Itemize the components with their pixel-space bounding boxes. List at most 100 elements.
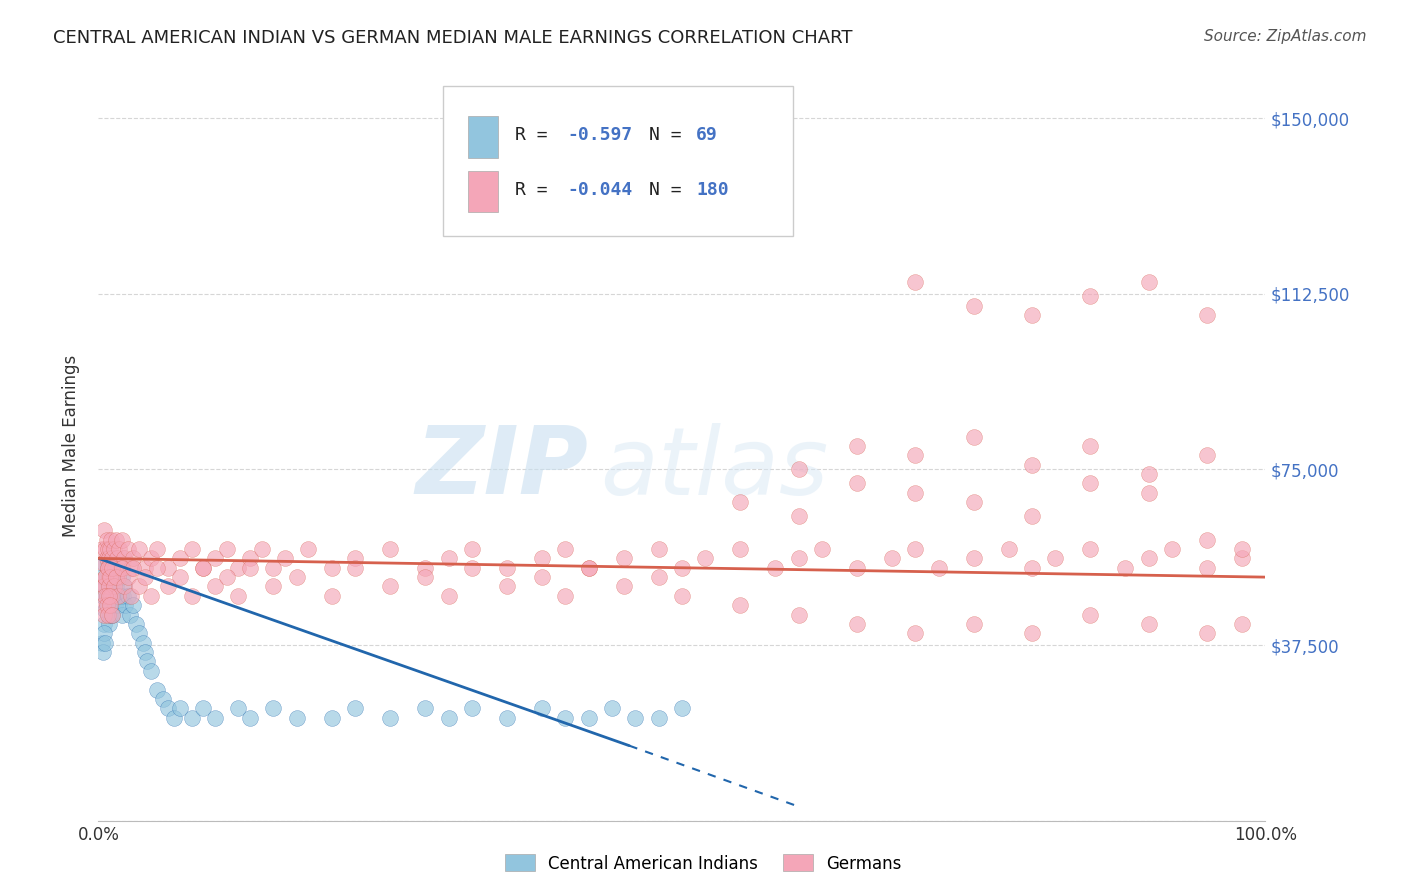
- Point: [962, 298, 984, 313]
- Point: [180, 589, 202, 603]
- FancyBboxPatch shape: [468, 116, 498, 158]
- Point: [97, 570, 120, 584]
- Point: [1230, 542, 1253, 557]
- Point: [1161, 542, 1184, 557]
- Point: [122, 551, 145, 566]
- Point: [90, 635, 112, 649]
- Point: [98, 599, 121, 613]
- Point: [578, 710, 600, 724]
- Text: ZIP: ZIP: [416, 423, 589, 515]
- Point: [846, 476, 869, 491]
- Point: [274, 551, 297, 566]
- Point: [100, 589, 122, 603]
- Point: [112, 551, 135, 566]
- Point: [93, 580, 115, 594]
- Point: [104, 561, 127, 575]
- Point: [530, 701, 553, 715]
- Point: [94, 542, 117, 557]
- Point: [228, 589, 250, 603]
- Point: [104, 599, 127, 613]
- Point: [193, 701, 215, 715]
- Point: [530, 551, 553, 566]
- Point: [93, 580, 115, 594]
- Point: [1230, 551, 1253, 566]
- Point: [91, 599, 114, 613]
- Point: [112, 580, 135, 594]
- Point: [103, 542, 125, 557]
- Point: [100, 570, 122, 584]
- Point: [228, 561, 250, 575]
- Point: [262, 561, 284, 575]
- Point: [97, 561, 120, 575]
- Point: [97, 556, 120, 570]
- Point: [180, 542, 202, 557]
- Point: [97, 617, 120, 632]
- Text: CENTRAL AMERICAN INDIAN VS GERMAN MEDIAN MALE EARNINGS CORRELATION CHART: CENTRAL AMERICAN INDIAN VS GERMAN MEDIAN…: [53, 29, 853, 46]
- Point: [100, 533, 122, 547]
- Point: [96, 599, 118, 613]
- Point: [647, 570, 669, 584]
- Point: [117, 570, 139, 584]
- Point: [90, 542, 112, 557]
- Point: [380, 580, 402, 594]
- Point: [904, 542, 927, 557]
- Text: -0.044: -0.044: [568, 181, 633, 199]
- Point: [1137, 467, 1160, 482]
- Point: [90, 570, 112, 584]
- Point: [139, 589, 162, 603]
- Point: [321, 561, 343, 575]
- Text: Source: ZipAtlas.com: Source: ZipAtlas.com: [1204, 29, 1367, 44]
- Point: [437, 551, 460, 566]
- Point: [413, 561, 436, 575]
- Point: [139, 551, 162, 566]
- Point: [344, 561, 367, 575]
- Text: 69: 69: [696, 126, 717, 144]
- Point: [1137, 617, 1160, 632]
- Point: [554, 710, 576, 724]
- Point: [94, 603, 117, 617]
- Point: [101, 561, 124, 575]
- Point: [413, 701, 436, 715]
- Point: [97, 607, 120, 622]
- Point: [118, 607, 141, 622]
- Point: [1021, 509, 1043, 524]
- Point: [787, 551, 810, 566]
- Point: [1080, 289, 1102, 303]
- Point: [437, 589, 460, 603]
- Point: [111, 607, 134, 622]
- Point: [321, 589, 343, 603]
- Point: [496, 580, 519, 594]
- Point: [105, 589, 128, 603]
- Point: [128, 542, 150, 557]
- Point: [215, 570, 238, 584]
- Point: [169, 551, 191, 566]
- Text: 180: 180: [696, 181, 728, 199]
- Point: [107, 570, 129, 584]
- Point: [1137, 485, 1160, 500]
- Point: [321, 710, 343, 724]
- Text: atlas: atlas: [600, 423, 828, 514]
- Point: [297, 542, 319, 557]
- Point: [880, 551, 903, 566]
- Point: [624, 710, 647, 724]
- Point: [1021, 626, 1043, 640]
- Point: [98, 589, 121, 603]
- Point: [1080, 476, 1102, 491]
- Text: R =: R =: [515, 181, 558, 199]
- Point: [157, 561, 180, 575]
- Point: [600, 701, 623, 715]
- Point: [98, 542, 121, 557]
- Point: [96, 589, 118, 603]
- Point: [112, 580, 135, 594]
- Point: [157, 701, 180, 715]
- Point: [98, 570, 121, 584]
- Point: [811, 542, 834, 557]
- Point: [496, 710, 519, 724]
- Point: [787, 509, 810, 524]
- Point: [285, 570, 308, 584]
- Point: [97, 580, 120, 594]
- Point: [530, 570, 553, 584]
- Point: [96, 589, 118, 603]
- Point: [763, 561, 786, 575]
- Point: [105, 551, 128, 566]
